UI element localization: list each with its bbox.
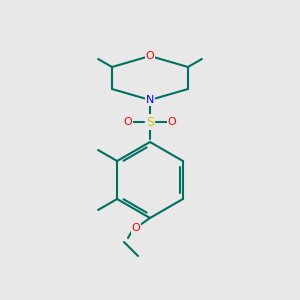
Text: O: O bbox=[132, 223, 140, 233]
Text: O: O bbox=[168, 117, 176, 127]
Text: O: O bbox=[124, 117, 132, 127]
Text: O: O bbox=[146, 51, 154, 61]
Text: S: S bbox=[146, 116, 154, 128]
Text: N: N bbox=[146, 95, 154, 105]
